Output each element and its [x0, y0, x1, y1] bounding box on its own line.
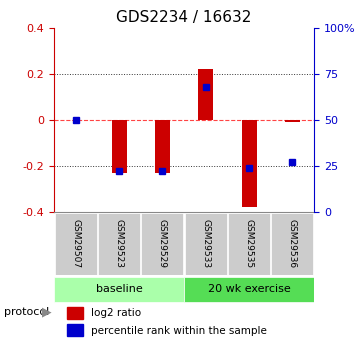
FancyBboxPatch shape [141, 213, 183, 275]
Text: baseline: baseline [96, 284, 143, 294]
Text: GSM29535: GSM29535 [245, 219, 253, 268]
FancyBboxPatch shape [98, 213, 140, 275]
Text: GSM29523: GSM29523 [115, 219, 123, 268]
FancyBboxPatch shape [184, 277, 314, 303]
Text: GSM29536: GSM29536 [288, 219, 297, 268]
FancyBboxPatch shape [271, 213, 313, 275]
FancyBboxPatch shape [184, 213, 227, 275]
Bar [285, 120, 300, 122]
FancyBboxPatch shape [54, 277, 184, 303]
Title: GDS2234 / 16632: GDS2234 / 16632 [117, 10, 252, 25]
Bar [198, 69, 213, 120]
Text: protocol: protocol [4, 307, 49, 317]
Text: 20 wk exercise: 20 wk exercise [208, 284, 291, 294]
Text: GSM29533: GSM29533 [201, 219, 210, 268]
Text: GSM29507: GSM29507 [71, 219, 80, 268]
Bar [112, 120, 127, 172]
FancyBboxPatch shape [55, 213, 97, 275]
Text: percentile rank within the sample: percentile rank within the sample [91, 326, 266, 336]
Bar [155, 120, 170, 172]
Text: GSM29529: GSM29529 [158, 219, 167, 268]
Text: log2 ratio: log2 ratio [91, 308, 141, 318]
Text: ▶: ▶ [42, 306, 51, 319]
Bar [67, 307, 83, 319]
Bar [67, 324, 83, 336]
FancyBboxPatch shape [228, 213, 270, 275]
Bar [242, 120, 257, 207]
